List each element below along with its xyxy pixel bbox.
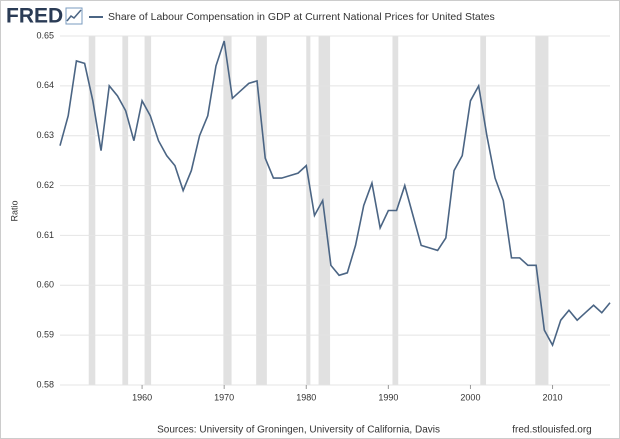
recession-band <box>256 36 267 385</box>
y-tick-label: 0.61 <box>36 230 54 240</box>
y-axis-label: Ratio <box>9 200 19 221</box>
y-tick-label: 0.58 <box>36 379 54 389</box>
recession-band <box>122 36 129 385</box>
recession-band <box>88 36 96 385</box>
legend-entry: Share of Labour Compensation in GDP at C… <box>108 11 495 23</box>
x-tick-label: 2010 <box>543 392 563 402</box>
logo-icon <box>65 7 83 25</box>
x-tick-label: 1970 <box>214 392 234 402</box>
y-tick-label: 0.59 <box>36 330 54 340</box>
y-tick-label: 0.64 <box>36 80 54 90</box>
recession-band <box>480 36 487 385</box>
x-tick-label: 1960 <box>132 392 152 402</box>
recession-band <box>535 36 549 385</box>
logo-icon-line <box>66 9 82 22</box>
recession-band <box>144 36 152 385</box>
recession-band <box>306 36 311 385</box>
brand-logo: FRED <box>6 5 63 28</box>
x-tick-label: 1990 <box>378 392 398 402</box>
source-note: Sources: University of Groningen, Univer… <box>157 425 440 436</box>
y-tick-label: 0.60 <box>36 280 54 290</box>
y-tick-label: 0.65 <box>36 30 54 40</box>
y-tick-label: 0.62 <box>36 180 54 190</box>
recession-band <box>223 36 232 385</box>
x-tick-label: 2000 <box>460 392 480 402</box>
x-tick-label: 1980 <box>296 392 316 402</box>
y-tick-label: 0.63 <box>36 130 54 140</box>
series-line <box>59 40 611 348</box>
site-url: fred.stlouisfed.org <box>512 425 592 436</box>
